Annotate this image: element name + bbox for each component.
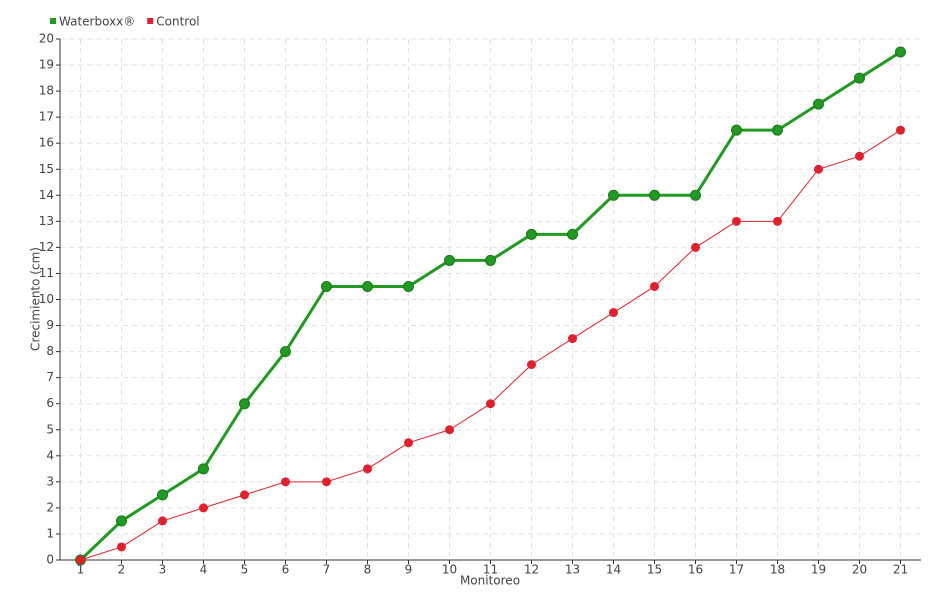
y-tick-label: 2 bbox=[46, 500, 54, 514]
data-point bbox=[567, 228, 578, 240]
data-point bbox=[116, 515, 127, 527]
data-point bbox=[322, 477, 331, 487]
data-point bbox=[814, 164, 823, 174]
x-tick-label: 4 bbox=[200, 563, 208, 577]
data-point bbox=[198, 463, 209, 475]
x-tick-label: 8 bbox=[364, 563, 372, 577]
x-tick-label: 12 bbox=[524, 563, 539, 577]
data-point bbox=[486, 399, 495, 409]
y-tick-label: 3 bbox=[46, 474, 54, 488]
x-tick-label: 6 bbox=[282, 563, 290, 577]
y-tick-label: 9 bbox=[46, 318, 54, 332]
x-tick-label: 3 bbox=[159, 563, 167, 577]
x-tick-label: 11 bbox=[483, 563, 498, 577]
y-tick-label: 20 bbox=[39, 32, 54, 46]
x-tick-label: 2 bbox=[118, 563, 126, 577]
legend-swatch bbox=[50, 18, 56, 24]
y-axis-label: Crecimiento (cm) bbox=[29, 247, 43, 351]
data-point bbox=[895, 46, 906, 58]
y-tick-label: 0 bbox=[46, 553, 54, 567]
data-point bbox=[691, 242, 700, 252]
data-point bbox=[896, 125, 905, 135]
x-tick-label: 9 bbox=[405, 563, 413, 577]
data-point bbox=[772, 124, 783, 136]
y-tick-label: 11 bbox=[39, 266, 54, 280]
data-point bbox=[280, 346, 291, 358]
data-point bbox=[854, 72, 865, 84]
data-point bbox=[650, 281, 659, 291]
x-tick-label: 10 bbox=[442, 563, 457, 577]
x-tick-label: 15 bbox=[647, 563, 662, 577]
legend-swatch bbox=[147, 18, 154, 24]
data-point bbox=[773, 216, 782, 226]
data-point bbox=[690, 189, 701, 201]
y-tick-label: 1 bbox=[46, 526, 54, 540]
data-point bbox=[813, 98, 824, 110]
data-point bbox=[731, 124, 742, 136]
data-point bbox=[158, 516, 167, 526]
data-point bbox=[321, 280, 332, 292]
x-tick-label: 21 bbox=[893, 563, 908, 577]
x-tick-label: 16 bbox=[688, 563, 703, 577]
legend-label: Control bbox=[156, 15, 199, 29]
y-tick-label: 13 bbox=[39, 214, 54, 228]
data-point bbox=[732, 216, 741, 226]
y-tick-label: 15 bbox=[39, 162, 54, 176]
data-point bbox=[240, 490, 249, 500]
data-point bbox=[608, 189, 619, 201]
y-tick-label: 5 bbox=[46, 422, 54, 436]
data-point bbox=[649, 189, 660, 201]
data-point bbox=[444, 254, 455, 266]
y-tick-label: 10 bbox=[39, 292, 54, 306]
y-tick-label: 7 bbox=[46, 370, 54, 384]
y-tick-label: 8 bbox=[46, 344, 54, 358]
data-point bbox=[281, 477, 290, 487]
y-tick-label: 18 bbox=[39, 84, 54, 98]
x-tick-label: 19 bbox=[811, 563, 826, 577]
data-point bbox=[445, 425, 454, 435]
x-tick-label: 14 bbox=[606, 563, 621, 577]
data-point bbox=[568, 334, 577, 344]
data-point bbox=[609, 308, 618, 318]
x-axis-label: Monitoreo bbox=[460, 574, 520, 588]
x-tick-label: 18 bbox=[770, 563, 785, 577]
x-tick-label: 20 bbox=[852, 563, 867, 577]
y-tick-label: 17 bbox=[39, 110, 54, 124]
data-point bbox=[362, 280, 373, 292]
data-point bbox=[485, 254, 496, 266]
x-tick-label: 17 bbox=[729, 563, 744, 577]
y-tick-label: 19 bbox=[39, 58, 54, 72]
data-point bbox=[527, 360, 536, 370]
data-point bbox=[526, 228, 537, 240]
data-point bbox=[404, 438, 413, 448]
y-tick-label: 6 bbox=[46, 396, 54, 410]
data-point bbox=[855, 151, 864, 161]
data-point bbox=[239, 398, 250, 410]
data-point bbox=[76, 555, 85, 565]
y-tick-label: 16 bbox=[39, 136, 54, 150]
data-point bbox=[157, 489, 168, 501]
data-point bbox=[403, 280, 414, 292]
x-tick-label: 1 bbox=[77, 563, 85, 577]
x-tick-label: 13 bbox=[565, 563, 580, 577]
x-tick-label: 5 bbox=[241, 563, 249, 577]
legend-label: Waterboxx® bbox=[59, 15, 135, 29]
data-point bbox=[117, 542, 126, 552]
y-tick-label: 14 bbox=[39, 188, 54, 202]
x-tick-label: 7 bbox=[323, 563, 331, 577]
y-tick-label: 4 bbox=[46, 448, 54, 462]
y-tick-label: 12 bbox=[39, 240, 54, 254]
data-point bbox=[363, 464, 372, 474]
data-point bbox=[199, 503, 208, 513]
